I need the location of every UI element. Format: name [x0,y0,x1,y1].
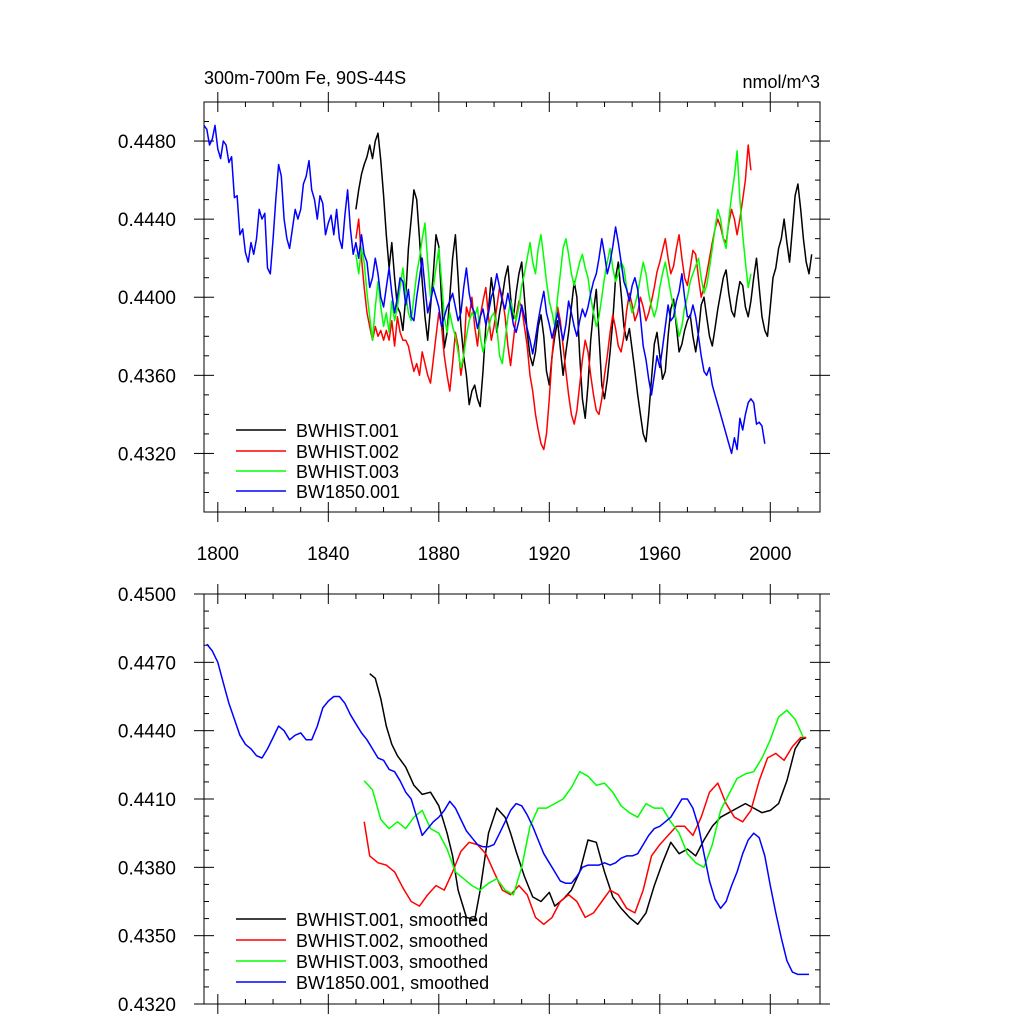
y-tick-label: 0.4440 [118,210,176,231]
y-tick-label: 0.4380 [118,858,176,879]
y-tick-label: 0.4360 [118,366,176,387]
series-line-bwhist-003-smoothed [363,709,805,896]
legend-label-bwhist-001: BWHIST.001 [296,421,399,441]
y-tick-label: 0.4470 [118,653,176,674]
top-series-lines [203,124,813,455]
series-line-bwhist-002 [355,144,752,451]
bottom-legend: BWHIST.001, smoothed BWHIST.002, smoothe… [236,910,489,993]
top-axes: 1800 1840 1880 1920 1960 2000 0.4320 0.4360 0.44… [118,92,830,565]
bottom-series-lines [206,643,809,976]
legend-label-bw1850-001-smoothed: BW1850.001, smoothed [296,973,489,993]
series-line-bw1850-001-smoothed [206,643,809,976]
x-tick-label: 2000 [749,544,791,565]
series-line-bw1850-001 [203,124,766,455]
units-label: nmol/m^3 [743,72,820,92]
y-tick-label: 0.4400 [118,288,176,309]
legend-label-bwhist-001-smoothed: BWHIST.001, smoothed [296,910,488,930]
y-tick-label: 0.4500 [118,585,176,606]
x-tick-label: 1800 [197,544,239,565]
x-tick-label: 1880 [418,544,460,565]
chart-title: 300m-700m Fe, 90S-44S [204,68,406,88]
legend-label-bwhist-003-smoothed: BWHIST.003, smoothed [296,952,488,972]
legend-label-bw1850-001: BW1850.001 [296,482,400,502]
x-tick-label: 1920 [528,544,570,565]
top-panel: 300m-700m Fe, 90S-44S nmol/m^3 1800 1840 1… [118,68,830,565]
plot-frame [203,101,821,513]
y-tick-label: 0.4350 [118,927,176,948]
y-tick-label: 0.4320 [118,995,176,1016]
y-tick-label: 0.4440 [118,722,176,743]
series-line-bwhist-002-smoothed [363,736,807,926]
y-tick-label: 0.4410 [118,790,176,811]
bottom-panel: 0.4320 0.4350 0.4380 0.4410 0.4440 0.4470 0.45… [118,584,830,1016]
legend-label-bwhist-002: BWHIST.002 [296,442,399,462]
y-tick-label: 0.4320 [118,444,176,465]
x-tick-label: 1960 [639,544,681,565]
series-line-bwhist-001-smoothed [369,673,807,926]
top-legend: BWHIST.001 BWHIST.002 BWHIST.003 BW1850.… [236,421,400,502]
legend-label-bwhist-002-smoothed: BWHIST.002, smoothed [296,931,488,951]
x-tick-label: 1840 [307,544,349,565]
bottom-axes: 0.4320 0.4350 0.4380 0.4410 0.4440 0.4470 0.45… [118,584,830,1016]
y-tick-label: 0.4480 [118,132,176,153]
legend-label-bwhist-003: BWHIST.003 [296,462,399,482]
